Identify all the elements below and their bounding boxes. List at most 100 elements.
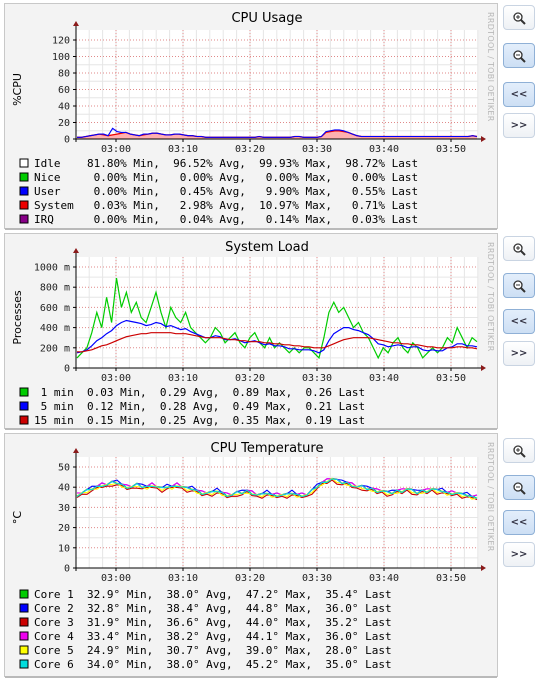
x-tick-label: 03:10 [168, 573, 198, 584]
x-tick-label: 03:00 [101, 144, 131, 155]
x-tick-label: 03:50 [436, 373, 466, 384]
x-tick-label: 03:50 [436, 573, 466, 584]
legend-entry: System 0.03% Min, 2.98% Avg, 10.97% Max,… [34, 199, 418, 212]
y-tick-label: 30 [58, 503, 70, 514]
legend-swatch [19, 589, 29, 599]
legend-entry: Core 3 31.9° Min, 36.6° Avg, 44.0° Max, … [34, 616, 392, 629]
chart-title: System Load [225, 240, 309, 255]
y-tick-label: 80 [58, 69, 70, 80]
y-tick-label: 20 [58, 523, 70, 534]
x-axis-arrow [481, 365, 486, 371]
y-axis-arrow [73, 21, 79, 26]
legend-swatch [19, 659, 29, 669]
y-axis-label: Processes [11, 290, 24, 344]
y-tick-label: 600 m [40, 303, 70, 314]
legend-entry: Core 2 32.8° Min, 38.4° Avg, 44.8° Max, … [34, 602, 392, 615]
zoom-out-button[interactable] [503, 43, 535, 68]
zoom-out-button[interactable] [503, 475, 535, 500]
y-tick-label: 0 [64, 364, 70, 375]
x-tick-label: 03:30 [302, 373, 332, 384]
legend-swatch [19, 172, 29, 182]
legend-entry: Nice 0.00% Min, 0.00% Avg, 0.00% Max, 0.… [34, 171, 418, 184]
scroll-forward-button[interactable]: >> [503, 341, 535, 366]
legend-entry: Core 4 33.4° Min, 38.2° Avg, 44.1° Max, … [34, 630, 392, 643]
watermark: RRDTOOL / TOBI OETIKER [486, 442, 495, 552]
watermark: RRDTOOL / TOBI OETIKER [486, 242, 495, 352]
zoom-in-icon [512, 11, 526, 25]
y-tick-label: 800 m [40, 283, 70, 294]
y-tick-label: 0 [64, 564, 70, 575]
y-axis-label: %CPU [11, 73, 24, 106]
scroll-back-button[interactable]: << [503, 82, 535, 107]
legend-entry: User 0.00% Min, 0.45% Avg, 9.90% Max, 0.… [34, 185, 418, 198]
x-tick-label: 03:30 [302, 144, 332, 155]
y-axis-label: °C [11, 511, 24, 525]
zoom-in-button[interactable] [503, 236, 535, 261]
y-tick-label: 50 [58, 463, 70, 474]
legend-entry: Core 1 32.9° Min, 38.0° Avg, 47.2° Max, … [34, 588, 392, 601]
y-tick-label: 0 [64, 135, 70, 146]
zoom-out-icon [512, 49, 526, 63]
legend-swatch [19, 631, 29, 641]
zoom-out-icon [512, 279, 526, 293]
legend-entry: Core 5 24.9° Min, 30.7° Avg, 39.0° Max, … [34, 644, 392, 657]
scroll-back-button[interactable]: << [503, 309, 535, 334]
chart-title: CPU Temperature [211, 441, 324, 456]
scroll-forward-button[interactable]: >> [503, 542, 535, 567]
x-tick-label: 03:40 [369, 373, 399, 384]
x-tick-label: 03:20 [235, 144, 265, 155]
scroll-back-button[interactable]: << [503, 510, 535, 535]
y-tick-label: 60 [58, 85, 70, 96]
x-tick-label: 03:10 [168, 144, 198, 155]
y-tick-label: 120 [52, 36, 70, 47]
x-tick-label: 03:40 [369, 144, 399, 155]
y-tick-label: 200 m [40, 343, 70, 354]
cpu-usage-chart: 03:00 03:10 03:20 03:30 03:40 03:50 0 20 40 60 80 1… [11, 11, 486, 226]
x-tick-label: 03:10 [168, 373, 198, 384]
legend-entry: Core 6 34.0° Min, 38.0° Avg, 45.2° Max, … [34, 658, 392, 671]
user-line [77, 127, 478, 138]
legend-entry: Idle 81.80% Min, 96.52% Avg, 99.93% Max,… [34, 157, 418, 170]
load-5min-line [76, 319, 478, 354]
y-axis-arrow [73, 448, 79, 453]
cpu-temperature-chart: 03:00 03:10 03:20 03:30 03:40 03:50 0 10 20 30 40 5… [11, 441, 486, 671]
zoom-in-button[interactable] [503, 438, 535, 463]
y-axis-arrow [73, 248, 79, 253]
system-load-panel: 03:00 03:10 03:20 03:30 03:40 03:50 0 200 m 400 … [4, 233, 498, 430]
x-tick-label: 03:00 [101, 373, 131, 384]
y-tick-label: 10 [58, 543, 70, 554]
zoom-in-button[interactable] [503, 5, 535, 30]
y-tick-label: 400 m [40, 323, 70, 334]
x-axis-arrow [481, 136, 486, 142]
y-tick-label: 20 [58, 118, 70, 129]
y-tick-label: 40 [58, 483, 70, 494]
zoom-out-icon [512, 481, 526, 495]
core-6-line [76, 478, 478, 500]
chart-title: CPU Usage [231, 11, 302, 26]
legend-entry: 15 min 0.15 Min, 0.25 Avg, 0.35 Max, 0.1… [34, 414, 365, 427]
legend-swatch [19, 617, 29, 627]
scroll-forward-button[interactable]: >> [503, 113, 535, 138]
legend-entry: 5 min 0.12 Min, 0.28 Avg, 0.49 Max, 0.21… [34, 400, 365, 413]
legend-swatch [19, 401, 29, 411]
x-tick-label: 03:30 [302, 573, 332, 584]
legend-swatch [19, 214, 29, 224]
y-tick-label: 1000 m [34, 263, 70, 274]
x-tick-label: 03:00 [101, 573, 131, 584]
cpu-usage-panel: 03:00 03:10 03:20 03:30 03:40 03:50 0 20 40 60 80 1… [4, 3, 498, 230]
y-tick-label: 100 [52, 52, 70, 63]
x-tick-label: 03:20 [235, 373, 265, 384]
x-tick-label: 03:40 [369, 573, 399, 584]
legend-swatch [19, 158, 29, 168]
legend-entry: 1 min 0.03 Min, 0.29 Avg, 0.89 Max, 0.26… [34, 386, 365, 399]
legend-swatch [19, 186, 29, 196]
x-tick-label: 03:50 [436, 144, 466, 155]
system-load-chart: 03:00 03:10 03:20 03:30 03:40 03:50 0 200 m 400 … [11, 240, 486, 427]
zoom-in-icon [512, 444, 526, 458]
cpu-temperature-panel: 03:00 03:10 03:20 03:30 03:40 03:50 0 10 20 30 40 5… [4, 433, 498, 678]
x-tick-label: 03:20 [235, 573, 265, 584]
legend-swatch [19, 603, 29, 613]
zoom-out-button[interactable] [503, 273, 535, 298]
legend-entry: IRQ 0.00% Min, 0.04% Avg, 0.14% Max, 0.0… [34, 213, 418, 226]
legend-swatch [19, 387, 29, 397]
